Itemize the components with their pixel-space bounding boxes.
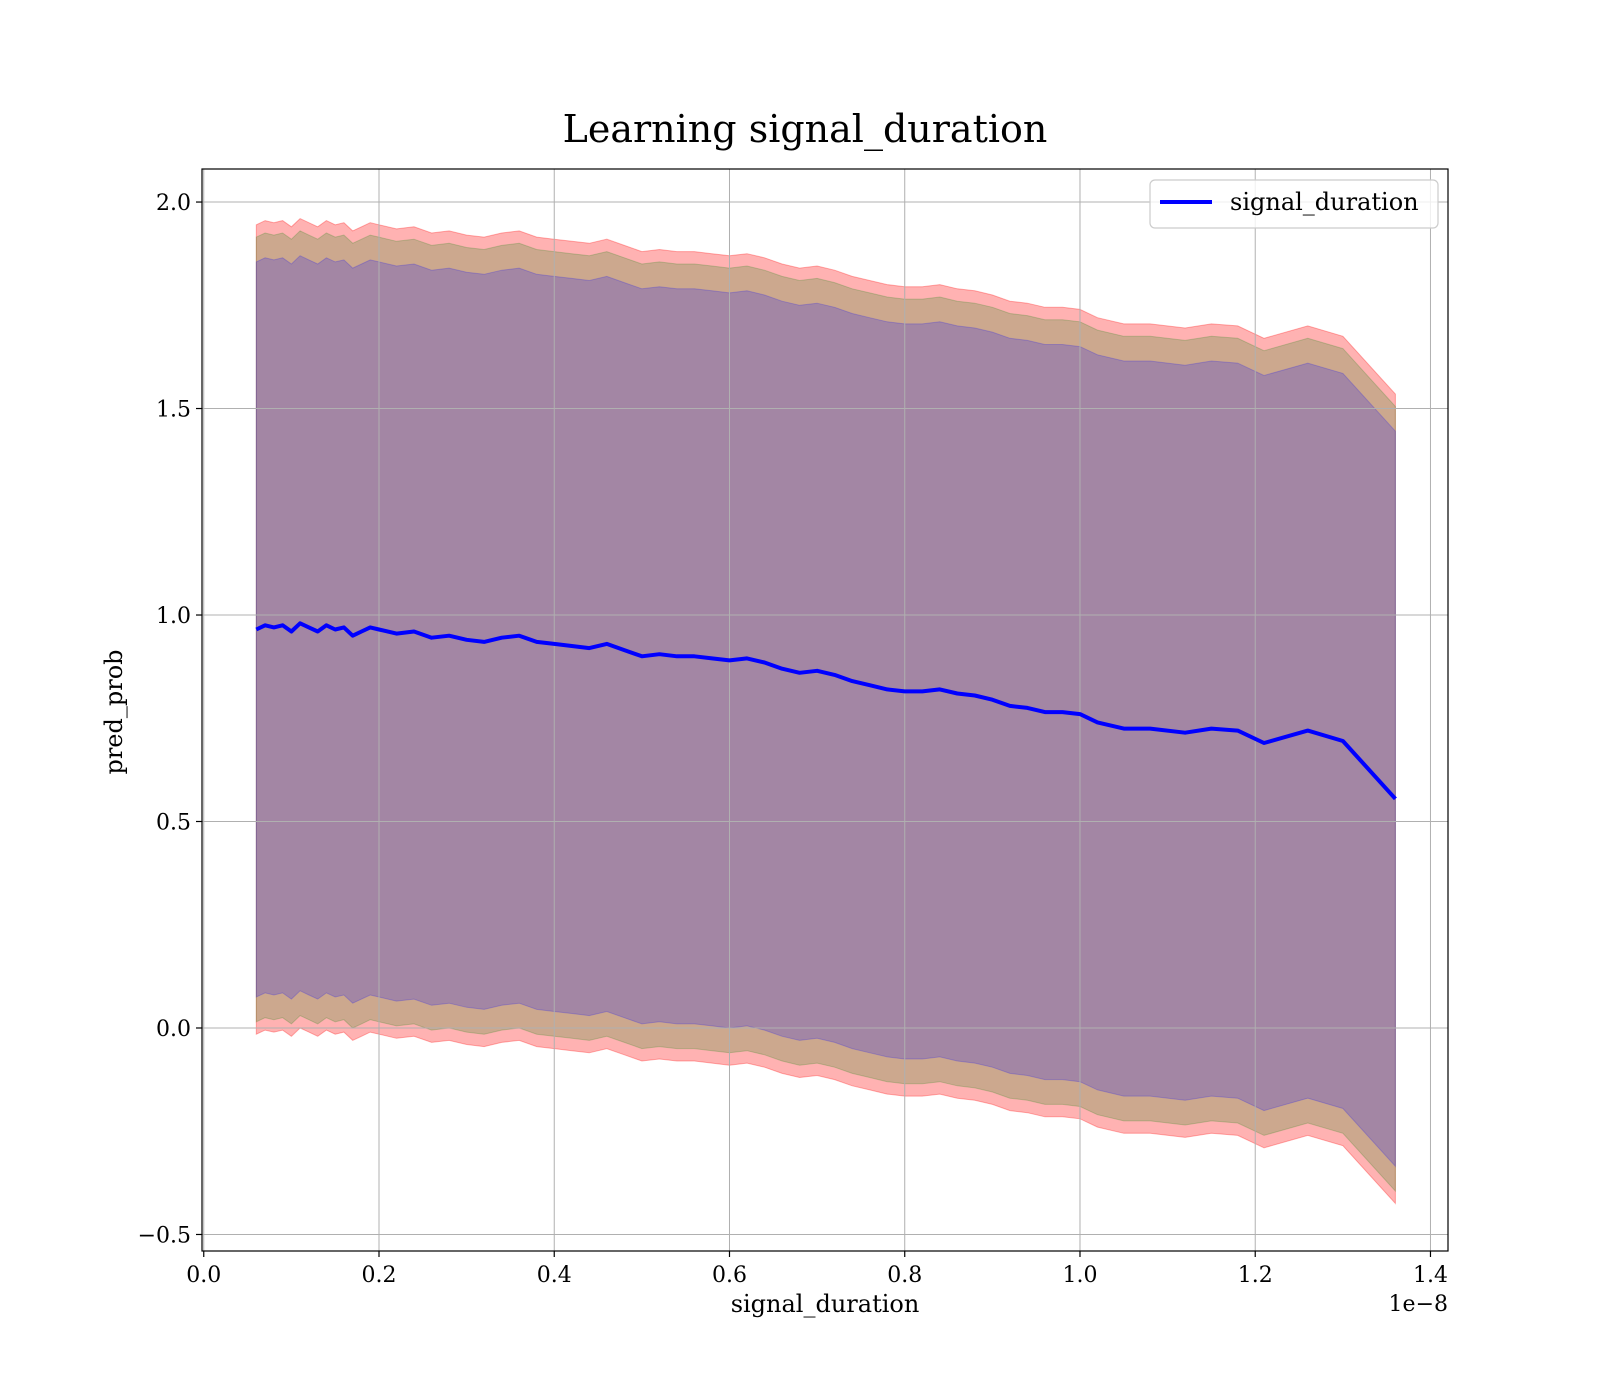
y-tick-label: 1.0 xyxy=(156,604,191,629)
y-axis-label: pred_prob xyxy=(100,649,128,774)
y-tick-label: 0.0 xyxy=(156,1017,191,1042)
y-tick-label: −0.5 xyxy=(138,1223,191,1248)
x-tick-label: 0.8 xyxy=(887,1263,922,1288)
series-lines xyxy=(255,621,1397,801)
y-tick-label: 0.5 xyxy=(156,811,191,836)
x-tick-label: 1.2 xyxy=(1238,1263,1273,1288)
series-line-signal-duration xyxy=(255,621,1397,801)
x-tick-label: 1.0 xyxy=(1062,1263,1097,1288)
band-inner xyxy=(255,255,1396,1168)
plot-frame xyxy=(201,168,1449,1252)
chart-title: Learning signal_duration xyxy=(563,107,1048,152)
legend: signal_duration xyxy=(1149,179,1439,229)
legend-entry-signal-duration: signal_duration xyxy=(1230,188,1419,216)
y-tick-label: 2.0 xyxy=(156,191,191,216)
x-axis-offset-label: 1e−8 xyxy=(1389,1292,1448,1317)
x-axis-label: signal_duration xyxy=(731,1290,920,1318)
y-tick-label: 1.5 xyxy=(156,398,191,423)
x-tick-label: 0.0 xyxy=(186,1263,221,1288)
axis-ticks: 0.0 0.2 0.4 0.6 0.8 1.0 1.2 1.4 −0.5 0.0 0.5 1.0 1.5… xyxy=(138,191,1448,1288)
x-tick-label: 0.6 xyxy=(712,1263,747,1288)
band-middle xyxy=(255,230,1396,1193)
confidence-bands xyxy=(255,218,1396,1205)
x-tick-label: 0.2 xyxy=(361,1263,396,1288)
legend-box xyxy=(1149,179,1439,229)
x-tick-label: 1.4 xyxy=(1413,1263,1448,1288)
band-outer xyxy=(255,218,1396,1205)
x-tick-label: 0.4 xyxy=(537,1263,572,1288)
